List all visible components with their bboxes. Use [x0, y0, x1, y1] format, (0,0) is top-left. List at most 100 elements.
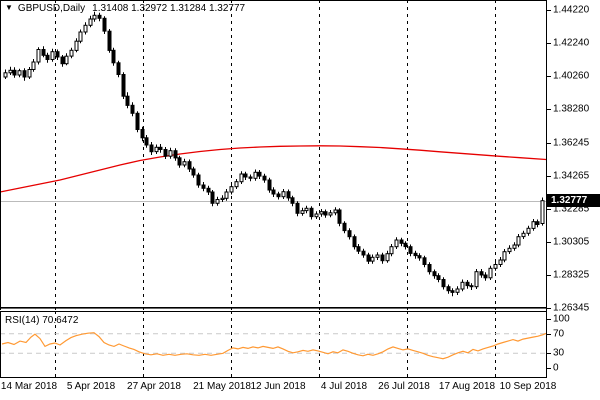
candle-body [342, 222, 347, 232]
chart-header: ▼ GBPUSD,Daily 1.31408 1.32972 1.31284 1.3… [5, 3, 245, 15]
ma-line [0, 145, 547, 193]
candle-body [196, 174, 201, 186]
candle-body [323, 211, 328, 216]
candle-body [41, 49, 46, 56]
candle-body [22, 70, 27, 78]
candle-body [328, 212, 333, 216]
price-axis-tick [547, 308, 551, 309]
candle-body [36, 49, 41, 63]
rsi-axis-tick [547, 319, 551, 320]
symbol-collapse-icon[interactable]: ▼ [5, 3, 13, 12]
time-axis-label: 10 Sep 2018 [499, 381, 557, 392]
candle-body [521, 232, 526, 238]
rsi-axis-tick [547, 368, 551, 369]
candle-body [45, 54, 50, 60]
rsi-axis-label: 70 [553, 328, 565, 340]
price-axis[interactable] [547, 0, 600, 378]
candle-body [417, 255, 422, 259]
price-axis-tick [547, 176, 551, 177]
candle-body [224, 191, 229, 199]
price-chart-svg[interactable] [0, 0, 547, 310]
candle-body [182, 161, 187, 166]
price-axis-label: 1.26345 [553, 302, 590, 314]
candle-body [234, 181, 239, 188]
candle-body [394, 239, 399, 248]
candle-body [450, 290, 455, 293]
candle-body [516, 236, 521, 246]
candle-body [469, 285, 474, 288]
candle-body [319, 211, 324, 215]
candle-body [125, 95, 130, 106]
price-axis-tick [547, 275, 551, 276]
candle-body [163, 149, 168, 157]
candle-body [295, 202, 300, 214]
symbol-period-label: GBPUSD,Daily [17, 3, 86, 14]
panel-splitter[interactable] [0, 307, 547, 309]
candle-body [267, 179, 272, 191]
candle-body [460, 281, 465, 290]
candle-body [333, 209, 338, 214]
rsi-line [1, 332, 547, 360]
rsi-axis-label: 0 [553, 362, 559, 374]
candle-body [347, 230, 352, 238]
candle-body [526, 227, 531, 234]
candle-body [243, 173, 248, 178]
candle-body [74, 40, 79, 51]
time-axis-label: 21 May 2018 [193, 381, 251, 392]
candle-body [356, 246, 361, 252]
candle-body [220, 197, 225, 201]
candle-body [215, 199, 220, 204]
candle-body [531, 221, 536, 229]
candle-body [385, 253, 390, 262]
time-axis-label: 14 Mar 2018 [0, 381, 58, 392]
time-axis-label: 12 Jun 2018 [250, 381, 306, 392]
candle-body [314, 213, 319, 218]
candle-body [281, 191, 286, 198]
price-axis-tick [547, 209, 551, 210]
candle-body [366, 254, 371, 262]
candle-body [121, 74, 126, 97]
candle-body [69, 49, 74, 57]
price-axis-label: 1.38280 [553, 103, 590, 115]
candle-body [422, 257, 427, 265]
candle-body [337, 209, 342, 224]
candle-body [168, 150, 173, 157]
price-axis-tick [547, 242, 551, 243]
time-axis-label: 26 Jul 2018 [378, 381, 430, 392]
candle-body [97, 14, 102, 19]
candle-body [31, 61, 36, 70]
candle-body [248, 176, 253, 179]
candle-body [253, 171, 258, 179]
candle-body [271, 189, 276, 195]
candle-body [262, 175, 267, 181]
candle-body [465, 281, 470, 287]
candle-body [191, 168, 196, 176]
candle-body [399, 239, 404, 244]
candle-body [55, 51, 60, 58]
candle-body [361, 250, 366, 256]
candle-body [116, 62, 121, 75]
candle-body [540, 200, 545, 224]
price-axis-tick [547, 143, 551, 144]
candle-body [130, 104, 135, 114]
price-axis-label: 1.34265 [553, 170, 590, 182]
price-axis-label: 1.44220 [553, 4, 590, 16]
candle-body [427, 264, 432, 273]
time-axis-label: 27 Apr 2018 [127, 381, 181, 392]
price-axis-tick [547, 109, 551, 110]
time-axis[interactable] [0, 378, 600, 400]
candle-body [507, 247, 512, 253]
price-axis-label: 1.32285 [553, 203, 590, 215]
candle-body [102, 17, 107, 32]
candle-body [498, 259, 503, 265]
candle-body [483, 274, 488, 279]
ohlc-values: 1.31408 1.32972 1.31284 1.32777 [92, 3, 246, 14]
candle-body [187, 161, 192, 170]
axis-separator [546, 0, 547, 378]
candle-body [488, 267, 493, 279]
candle-body [441, 279, 446, 288]
rsi-axis-label: 100 [553, 313, 570, 325]
candle-body [455, 288, 460, 293]
